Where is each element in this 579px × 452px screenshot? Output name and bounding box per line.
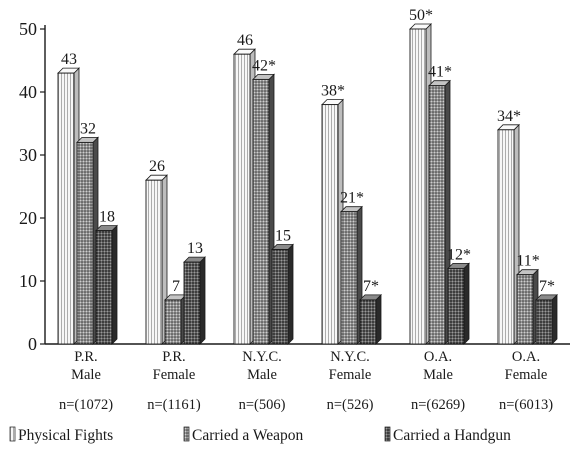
bar-side	[287, 243, 294, 345]
bar-front	[271, 249, 289, 345]
bar-front	[321, 104, 339, 345]
x-tick-label: Female	[153, 367, 196, 383]
bar-front	[233, 53, 251, 345]
bar	[535, 293, 558, 345]
bar-front	[447, 267, 465, 345]
data-label: 42*	[252, 57, 276, 74]
bar-front	[95, 230, 113, 345]
sample-size-label: n=(6269)	[411, 397, 465, 413]
legend-label: Physical Fights	[18, 427, 113, 444]
data-label: 15	[275, 228, 291, 245]
bar	[428, 79, 451, 345]
bar-front	[57, 72, 75, 345]
bar-front	[516, 274, 534, 345]
data-label: 26	[149, 158, 165, 175]
sample-size-label: n=(506)	[239, 397, 286, 413]
bar	[57, 67, 80, 345]
x-tick-label: Female	[329, 367, 372, 383]
bar	[359, 293, 382, 345]
data-label: 11*	[516, 253, 539, 270]
y-tick-label: 50	[19, 19, 37, 39]
data-label: 38*	[321, 83, 345, 100]
bar-front	[183, 261, 201, 345]
bar	[164, 293, 187, 345]
bar-side	[199, 256, 206, 345]
data-label: 34*	[497, 108, 521, 125]
bar-front	[409, 28, 427, 345]
x-tick-label: Male	[71, 367, 101, 383]
bar	[145, 174, 168, 345]
y-tick-label: 30	[19, 145, 37, 165]
bar	[516, 268, 539, 345]
bar	[252, 73, 275, 345]
x-tick-label: Male	[423, 367, 453, 383]
legend-swatch	[183, 426, 190, 442]
y-tick-label: 20	[19, 208, 37, 228]
bar	[340, 205, 363, 345]
data-label: 41*	[428, 64, 452, 81]
data-label: 7*	[363, 278, 379, 295]
data-label: 13	[187, 240, 203, 257]
bar-side	[551, 293, 558, 345]
data-label: 50*	[409, 7, 433, 24]
legend-label: Carried a Handgun	[393, 427, 511, 444]
bar-side	[375, 293, 382, 345]
sample-size-label: n=(6013)	[499, 397, 553, 413]
x-tick-label: O.A.	[424, 349, 452, 365]
legend-entry: Physical Fights	[9, 426, 113, 444]
bar-front	[359, 299, 377, 345]
bar-front	[76, 141, 94, 345]
bar-front	[497, 129, 515, 345]
bar	[497, 123, 520, 345]
data-label: 7	[172, 278, 180, 295]
legend-swatch	[384, 426, 391, 442]
bar-side	[111, 224, 118, 345]
legend-entry: Carried a Handgun	[384, 426, 511, 444]
y-tick-label: 40	[19, 82, 37, 102]
bar-side	[463, 262, 470, 345]
x-tick-label: N.Y.C.	[242, 349, 282, 365]
bar	[95, 224, 118, 345]
bar-front	[428, 85, 446, 345]
x-tick-label: P.R.	[74, 349, 97, 365]
data-label: 43	[61, 51, 77, 68]
data-label: 32	[80, 120, 96, 137]
legend-entry: Carried a Weapon	[183, 426, 303, 444]
x-tick-label: Female	[505, 367, 548, 383]
bar-front	[252, 78, 270, 345]
x-tick-label: Male	[247, 367, 277, 383]
data-label: 46	[237, 32, 253, 49]
data-label: 7*	[539, 278, 555, 295]
bar	[233, 48, 256, 345]
data-label: 12*	[447, 246, 471, 263]
x-tick-label: N.Y.C.	[330, 349, 370, 365]
sample-size-label: n=(526)	[327, 397, 374, 413]
bar-front	[164, 299, 182, 345]
y-tick-label: 10	[19, 271, 37, 291]
bar-front	[145, 179, 163, 345]
bar	[447, 262, 470, 345]
bar-front	[340, 211, 358, 345]
bar-front	[535, 299, 553, 345]
bar	[321, 98, 344, 345]
data-label: 21*	[340, 190, 364, 207]
bar	[271, 243, 294, 345]
data-label: 18	[99, 209, 115, 226]
sample-size-label: n=(1161)	[147, 397, 201, 413]
legend-label: Carried a Weapon	[192, 427, 303, 444]
x-tick-label: P.R.	[162, 349, 185, 365]
x-tick-label: O.A.	[512, 349, 540, 365]
y-tick-label: 0	[28, 334, 37, 354]
bar	[76, 136, 99, 345]
bar	[183, 256, 206, 345]
legend-swatch	[9, 426, 16, 442]
sample-size-label: n=(1072)	[59, 397, 113, 413]
